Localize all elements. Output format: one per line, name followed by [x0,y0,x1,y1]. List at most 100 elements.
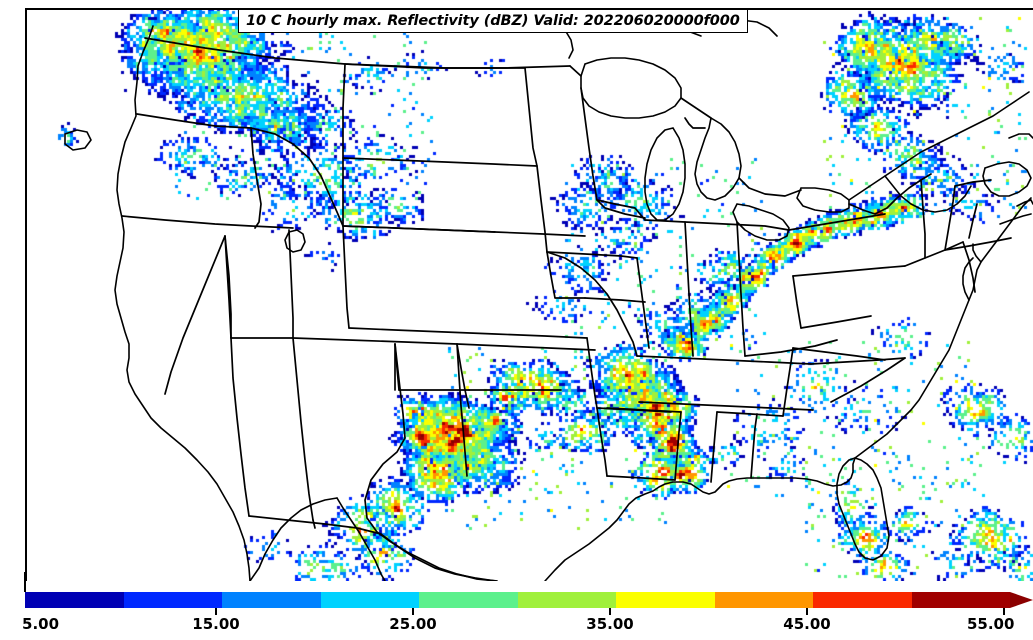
state-border-10 [342,63,346,227]
colorbar-tick-labels: 5.00 15.00 25.00 35.00 45.00 55.00 [0,615,1033,637]
state-border-67 [962,241,976,293]
state-border-51 [636,257,650,349]
coastline-17 [982,161,1032,197]
state-border-41 [674,411,682,481]
colorbar-tick-marks [0,608,1033,615]
state-border-70 [596,199,646,221]
map-geography-layer [64,19,1033,581]
colorbar[interactable]: 5.00 15.00 25.00 35.00 45.00 55.00 [0,572,1033,640]
state-border-16 [164,235,226,395]
coastline-22 [284,229,306,253]
state-border-37 [586,337,598,409]
state-border-66 [944,237,1012,251]
colorbar-tick-2 [412,608,414,615]
coastline-5 [854,197,1032,459]
state-border-27 [456,343,596,351]
colorbar-segment-1 [123,592,222,608]
state-border-28 [348,327,588,339]
state-border-7 [250,127,262,229]
state-border-22 [364,343,498,581]
state-border-34 [546,251,638,259]
state-border-30 [342,157,538,167]
state-border-48 [830,357,906,403]
state-border-0 [144,37,571,69]
state-border-46 [782,347,794,417]
state-border-43 [710,411,718,483]
state-border-72 [456,343,468,477]
state-border-63 [944,185,956,251]
coastline-2 [336,497,386,581]
colorbar-label-5: 55.00 [966,615,1015,633]
colorbar-label-0: 5.00 [22,615,60,633]
state-border-49 [636,355,812,365]
coastline-3 [544,457,856,581]
state-border-60 [810,357,906,365]
state-border-68 [684,117,706,129]
state-border-33 [536,165,548,253]
coastline-7 [972,243,982,263]
coastline-8 [999,213,1032,225]
map-panel[interactable] [25,8,1033,581]
state-border-paths [121,37,1012,581]
colorbar-left-edge-tick [24,572,26,592]
colorbar-label-2: 25.00 [389,615,437,633]
colorbar-over-arrow [1010,592,1033,608]
state-border-32 [524,67,538,167]
state-border-2 [680,97,712,119]
state-border-62 [920,179,926,259]
state-border-56 [792,265,906,277]
state-border-59 [744,339,838,357]
coastline-paths [64,19,1033,581]
state-border-8 [250,127,344,227]
coastline-11 [644,127,686,221]
coastline-4 [836,457,890,561]
colorbar-tick-5 [1003,608,1005,615]
state-border-4 [848,173,932,215]
state-border-55 [788,213,886,231]
coastline-9 [1016,199,1033,207]
state-border-52 [684,221,694,357]
colorbar-segment-8 [813,592,912,608]
coastline-1 [249,497,338,581]
state-border-45 [750,413,758,479]
state-border-31 [344,63,526,69]
coastline-13 [732,203,790,241]
state-border-58 [800,315,872,329]
colorbar-segment-2 [222,592,321,608]
colorbar-tick-3 [609,608,611,615]
state-border-12 [288,229,294,339]
state-border-21 [312,519,316,529]
state-border-3 [738,177,802,197]
colorbar-tick-1 [215,608,217,615]
state-border-57 [792,275,802,329]
colorbar-label-1: 15.00 [192,615,240,633]
state-border-23 [456,343,470,409]
state-border-19 [292,337,314,521]
state-border-47 [792,347,886,361]
coastline-15 [848,91,1030,201]
colorbar-label-4: 45.00 [783,615,831,633]
state-border-42 [606,407,682,413]
state-border-5 [136,113,252,129]
chart-title-box: 10 C hourly max. Reflectivity (dBZ) Vali… [238,9,748,33]
colorbar-segment-3 [320,592,419,608]
colorbar-segment-6 [616,592,715,608]
state-border-13 [292,337,458,345]
coastline-18 [1008,133,1033,139]
state-border-69 [580,87,646,219]
coastline-0 [114,25,251,581]
state-border-29 [342,225,586,237]
state-border-50 [638,401,814,411]
state-border-71 [546,251,638,357]
colorbar-segment-7 [714,592,813,608]
coastline-10 [580,57,682,119]
state-border-64 [968,203,978,239]
state-border-39 [596,407,608,477]
coastline-12 [694,117,742,201]
state-border-54 [644,219,790,231]
state-border-6 [121,215,294,229]
colorbar-segment-9 [911,592,1010,608]
colorbar-segment-0 [25,592,124,608]
state-border-35 [584,297,646,303]
chart-title-text: 10 C hourly max. Reflectivity (dBZ) Vali… [246,13,740,29]
